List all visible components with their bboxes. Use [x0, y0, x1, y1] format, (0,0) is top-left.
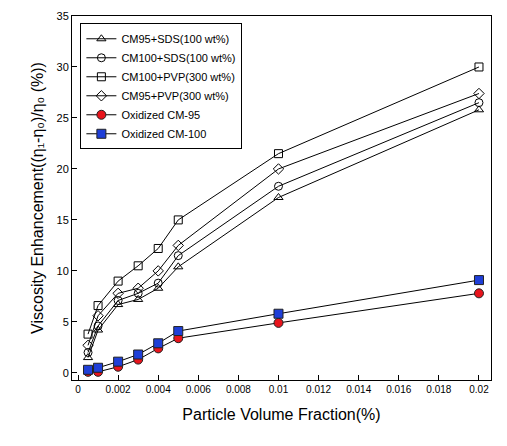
svg-text:Oxidized CM-100: Oxidized CM-100: [121, 128, 206, 140]
svg-text:35: 35: [57, 10, 69, 22]
svg-text:CM100+PVP(300 wt%): CM100+PVP(300 wt%): [121, 71, 234, 83]
svg-text:Oxidized CM-95: Oxidized CM-95: [121, 109, 200, 121]
svg-text:0.006: 0.006: [186, 384, 211, 395]
svg-text:Particle Volume Fraction(%): Particle Volume Fraction(%): [182, 406, 380, 423]
svg-text:20: 20: [57, 163, 69, 175]
svg-text:0.02: 0.02: [469, 384, 489, 395]
svg-text:0.008: 0.008: [226, 384, 251, 395]
svg-text:0.004: 0.004: [146, 384, 171, 395]
svg-text:CM100+SDS(100 wt%): CM100+SDS(100 wt%): [121, 52, 235, 64]
svg-text:15: 15: [57, 214, 69, 226]
svg-text:0: 0: [63, 367, 69, 379]
svg-text:10: 10: [57, 265, 69, 277]
svg-text:0: 0: [75, 384, 81, 395]
svg-text:0.002: 0.002: [106, 384, 131, 395]
svg-text:0.016: 0.016: [386, 384, 411, 395]
svg-text:0.018: 0.018: [426, 384, 451, 395]
svg-text:0.012: 0.012: [306, 384, 331, 395]
svg-text:0.014: 0.014: [346, 384, 371, 395]
svg-text:25: 25: [57, 112, 69, 124]
svg-text:CM95+SDS(100 wt%): CM95+SDS(100 wt%): [121, 33, 229, 45]
svg-text:CM95+PVP(300 wt%): CM95+PVP(300 wt%): [121, 90, 228, 102]
svg-text:Viscosity Enhancement((η₁-η₀)/: Viscosity Enhancement((η₁-η₀)/η₀ (%)): [29, 62, 46, 334]
svg-text:30: 30: [57, 61, 69, 73]
svg-text:0.01: 0.01: [269, 384, 289, 395]
svg-text:5: 5: [63, 316, 69, 328]
